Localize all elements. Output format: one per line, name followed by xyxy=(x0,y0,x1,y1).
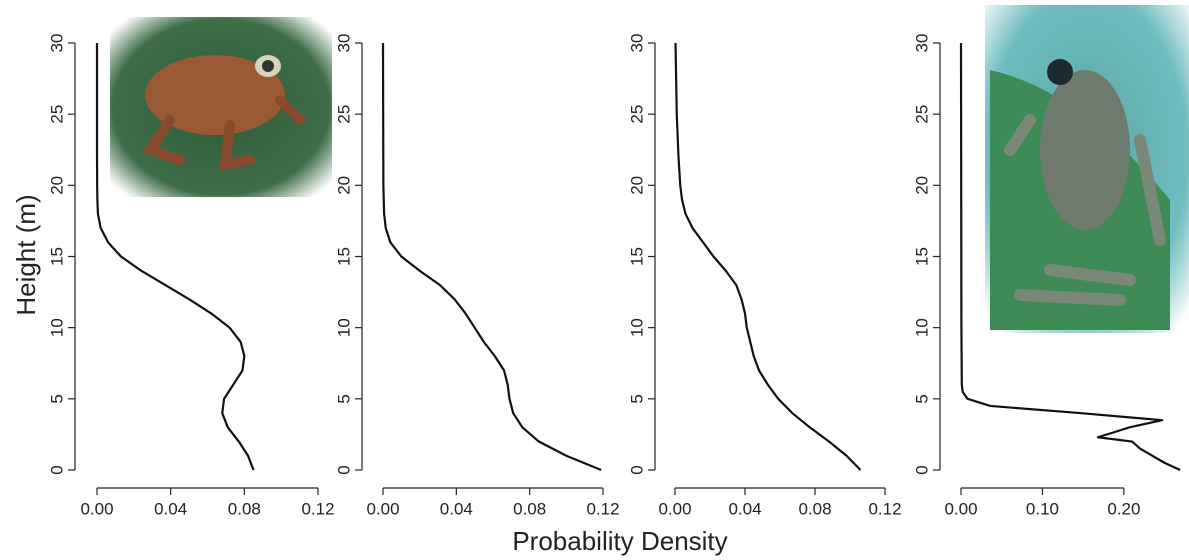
density-curve xyxy=(381,42,602,472)
x-tick-label: 0.10 xyxy=(1026,499,1059,518)
frog-photo-1 xyxy=(110,17,332,197)
density-curve xyxy=(959,42,1181,471)
y-tick-label: 0 xyxy=(912,465,931,474)
x-tick-label: 0.08 xyxy=(513,499,546,518)
y-tick-label: 5 xyxy=(334,394,353,403)
x-tick-label: 0.12 xyxy=(301,499,334,518)
y-tick-label: 0 xyxy=(47,465,66,474)
y-tick-label: 25 xyxy=(334,105,353,124)
x-tick-label: 0.12 xyxy=(868,499,901,518)
y-tick-label: 25 xyxy=(912,105,931,124)
y-tick-label: 5 xyxy=(912,394,931,403)
y-tick-label: 0 xyxy=(334,465,353,474)
y-tick-label: 15 xyxy=(627,247,646,266)
y-tick-label: 10 xyxy=(47,318,66,337)
y-tick-label: 15 xyxy=(912,247,931,266)
y-tick-label: 15 xyxy=(47,247,66,266)
x-tick-label: 0.04 xyxy=(440,499,473,518)
y-tick-label: 10 xyxy=(334,318,353,337)
y-tick-label: 20 xyxy=(627,176,646,195)
y-tick-label: 30 xyxy=(627,34,646,53)
y-tick-label: 30 xyxy=(47,34,66,53)
x-tick-label: 0.00 xyxy=(658,499,691,518)
x-axis-label: Probability Density xyxy=(512,526,727,556)
x-tick-label: 0.08 xyxy=(228,499,261,518)
y-tick-label: 0 xyxy=(627,465,646,474)
y-axis-label: Height (m) xyxy=(11,194,41,315)
y-tick-label: 20 xyxy=(912,176,931,195)
y-tick-label: 5 xyxy=(627,394,646,403)
x-tick-label: 0.20 xyxy=(1107,499,1140,518)
x-tick-label: 0.12 xyxy=(586,499,619,518)
x-tick-label: 0.08 xyxy=(798,499,831,518)
y-tick-label: 10 xyxy=(627,318,646,337)
x-tick-label: 0.04 xyxy=(728,499,761,518)
frog-photo-2 xyxy=(985,5,1189,333)
x-tick-label: 0.00 xyxy=(80,499,113,518)
y-tick-label: 5 xyxy=(47,394,66,403)
x-tick-label: 0.00 xyxy=(366,499,399,518)
x-tick-label: 0.00 xyxy=(944,499,977,518)
density-curve xyxy=(95,43,255,471)
y-tick-label: 20 xyxy=(47,176,66,195)
y-tick-label: 25 xyxy=(627,105,646,124)
y-tick-label: 30 xyxy=(334,34,353,53)
y-tick-label: 20 xyxy=(334,176,353,195)
y-tick-label: 15 xyxy=(334,247,353,266)
density-curve xyxy=(674,42,862,471)
x-tick-label: 0.04 xyxy=(154,499,187,518)
y-tick-label: 25 xyxy=(47,105,66,124)
y-tick-label: 30 xyxy=(912,34,931,53)
y-tick-label: 10 xyxy=(912,318,931,337)
